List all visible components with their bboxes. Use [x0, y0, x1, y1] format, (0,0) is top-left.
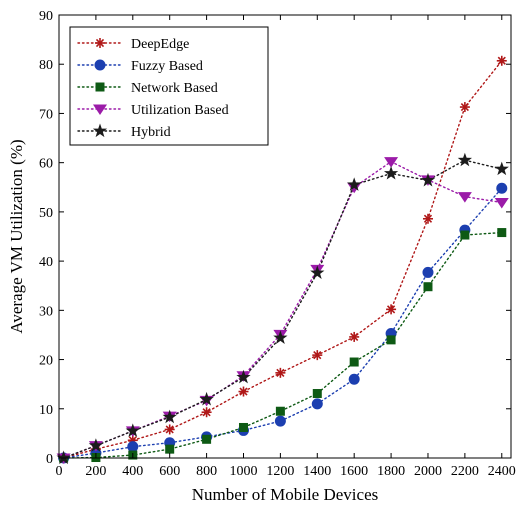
legend: DeepEdge Fuzzy Based Network Based Utilizat…: [69, 26, 269, 146]
x-tick-label: 1200: [266, 464, 294, 479]
legend-label: Hybrid: [131, 125, 171, 140]
x-tick-label: 2400: [488, 464, 516, 479]
legend-label: Fuzzy Based: [131, 59, 203, 74]
data-point: [165, 444, 175, 454]
x-tick-label: 600: [159, 464, 180, 479]
x-tick-label: 2000: [414, 464, 442, 479]
y-tick-label: 60: [39, 157, 53, 172]
x-tick-label: 200: [85, 464, 106, 479]
data-point: [494, 197, 509, 209]
data-point: [420, 172, 436, 187]
data-point: [497, 228, 507, 238]
data-point: [238, 422, 248, 432]
data-point: [236, 369, 251, 384]
data-point: [310, 265, 325, 279]
x-tick-label: 400: [122, 464, 143, 479]
data-point: [312, 389, 322, 399]
plot-frame: [58, 14, 512, 459]
data-point: [199, 391, 214, 406]
data-point: [459, 102, 470, 113]
y-tick-label: 80: [39, 58, 53, 73]
data-point: [127, 441, 139, 453]
y-tick-label: 0: [46, 452, 53, 467]
x-tick-label: 1000: [229, 464, 257, 479]
x-tick-label: 1400: [303, 464, 331, 479]
data-point: [164, 424, 175, 435]
y-axis-ticks: 0 10 20 30 40 50 60 70 80 90: [39, 9, 511, 467]
data-point: [422, 213, 433, 224]
legend-label: DeepEdge: [131, 37, 189, 52]
legend-marker: [93, 104, 107, 115]
legend-marker: [94, 59, 106, 71]
data-point: [496, 55, 507, 66]
data-point: [162, 409, 177, 424]
legend-marker: [95, 38, 105, 48]
y-tick-label: 70: [39, 107, 53, 122]
data-point: [275, 367, 286, 378]
x-tick-label: 1600: [340, 464, 368, 479]
data-point: [275, 406, 285, 416]
x-tick-label: 1800: [377, 464, 405, 479]
x-axis-ticks: 0 200 400 600 800 1000 1200 1400 1600 1800 2000 220…: [56, 15, 516, 479]
x-tick-label: 2200: [451, 464, 479, 479]
y-tick-label: 40: [39, 255, 53, 270]
data-point: [494, 161, 509, 176]
data-point: [56, 450, 71, 465]
data-point: [348, 373, 360, 385]
data-point: [384, 157, 399, 168]
data-point: [386, 335, 396, 345]
data-point: [347, 177, 362, 191]
legend-label: Network Based: [131, 81, 218, 96]
data-point: [238, 386, 249, 397]
data-point: [386, 304, 397, 315]
data-point: [311, 398, 323, 410]
legend-marker: [95, 82, 105, 92]
y-tick-label: 90: [39, 9, 53, 24]
data-point: [460, 230, 470, 240]
data-point: [349, 357, 359, 367]
data-point: [383, 166, 399, 180]
data-point: [422, 266, 434, 278]
data-point: [496, 182, 508, 194]
legend-label: Utilization Based: [131, 103, 229, 118]
data-point: [457, 152, 473, 167]
data-point: [274, 415, 286, 427]
y-tick-label: 10: [39, 403, 53, 418]
x-tick-label: 0: [56, 464, 63, 479]
series-markers: [56, 55, 509, 465]
data-point: [88, 438, 104, 452]
x-axis-label: Number of Mobile Devices: [192, 485, 378, 504]
data-point: [202, 434, 212, 444]
y-tick-label: 50: [39, 206, 53, 221]
data-point: [312, 350, 323, 361]
data-point: [349, 331, 360, 342]
legend-marker: [92, 123, 108, 138]
y-tick-label: 30: [39, 304, 53, 319]
y-axis-label: Average VM Utilization (%): [7, 139, 26, 333]
data-point: [125, 423, 140, 437]
data-point: [423, 282, 433, 292]
data-point: [347, 182, 362, 194]
data-point: [457, 192, 472, 203]
data-point: [201, 407, 212, 418]
data-point: [273, 330, 288, 344]
y-tick-label: 20: [39, 354, 53, 369]
x-tick-label: 800: [196, 464, 217, 479]
